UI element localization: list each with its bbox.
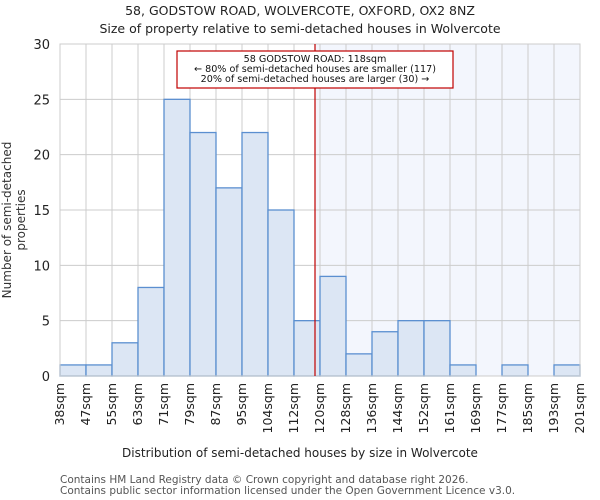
x-tick-label: 169sqm <box>468 383 483 433</box>
x-tick-label: 128sqm <box>338 383 353 433</box>
histogram-bar <box>371 331 399 377</box>
x-tick-label: 55sqm <box>104 383 119 426</box>
histogram-bar <box>85 364 113 377</box>
histogram-bar <box>319 275 347 377</box>
histogram-bar <box>59 364 87 377</box>
y-axis-label: Number of semi-detached properties <box>0 141 28 299</box>
y-tick-label: 30 <box>33 38 50 53</box>
histogram-bar <box>423 320 451 377</box>
x-tick-label: 87sqm <box>208 383 223 426</box>
x-tick-label: 95sqm <box>234 383 249 426</box>
annotation-line-2: ← 80% of semi-detached houses are smalle… <box>194 64 436 75</box>
x-tick-label: 120sqm <box>312 383 327 433</box>
histogram-bar <box>215 187 243 377</box>
histogram-bar <box>397 320 425 377</box>
histogram-bar <box>189 131 217 377</box>
histogram-bar <box>553 364 581 377</box>
x-tick-label: 136sqm <box>364 383 379 433</box>
x-tick-label: 193sqm <box>546 383 561 433</box>
x-tick-label: 177sqm <box>494 383 509 433</box>
footer-licence: Contains public sector information licen… <box>60 485 516 497</box>
histogram-bar <box>267 209 295 377</box>
plot-frame <box>59 43 581 377</box>
histogram-bar <box>241 131 269 377</box>
chart-subtitle: Size of property relative to semi-detach… <box>99 21 501 36</box>
x-tick-label: 144sqm <box>390 383 405 433</box>
histogram-bar <box>449 364 477 377</box>
histogram-bar <box>345 353 373 377</box>
x-tick-label: 104sqm <box>260 383 275 433</box>
histogram-bar <box>293 320 321 377</box>
x-tick-label: 161sqm <box>442 383 457 433</box>
y-tick-label: 5 <box>42 315 50 330</box>
footer-copyright: Contains HM Land Registry data © Crown c… <box>60 474 469 486</box>
x-tick-label: 38sqm <box>52 383 67 426</box>
annotation-line-1: 58 GODSTOW ROAD: 118sqm <box>244 54 387 65</box>
y-tick-label: 10 <box>33 259 50 274</box>
annotation-line-3: 20% of semi-detached houses are larger (… <box>201 74 430 85</box>
y-tick-label: 25 <box>33 93 50 108</box>
histogram-bar <box>111 342 139 377</box>
y-tick-label: 20 <box>33 149 50 164</box>
annotation-box <box>176 50 454 89</box>
x-tick-label: 201sqm <box>572 383 587 433</box>
x-tick-label: 79sqm <box>182 383 197 426</box>
x-tick-label: 112sqm <box>286 383 301 433</box>
histogram-bar <box>501 364 529 377</box>
x-tick-label: 63sqm <box>130 383 145 426</box>
x-tick-label: 185sqm <box>520 383 535 433</box>
y-tick-label: 15 <box>33 204 50 219</box>
histogram-bar <box>163 98 191 377</box>
x-axis-label: Distribution of semi-detached houses by … <box>122 446 478 460</box>
x-tick-label: 71sqm <box>156 383 171 426</box>
chart-title: 58, GODSTOW ROAD, WOLVERCOTE, OXFORD, OX… <box>125 3 475 18</box>
x-tick-label: 152sqm <box>416 383 431 433</box>
y-tick-label: 0 <box>42 370 50 385</box>
x-tick-label: 47sqm <box>78 383 93 426</box>
histogram-bar <box>137 286 165 377</box>
